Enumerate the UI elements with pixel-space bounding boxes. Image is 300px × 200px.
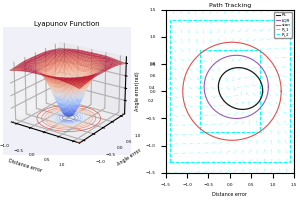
Y-axis label: Angle error(rad): Angle error(rad) bbox=[135, 71, 140, 111]
RL bbox=[223, 72, 226, 74]
RL bbox=[261, 92, 264, 94]
Line: LQR: LQR bbox=[204, 55, 268, 118]
RL bbox=[241, 108, 244, 111]
stan bbox=[279, 90, 283, 92]
Line: stan: stan bbox=[183, 42, 281, 140]
LQR bbox=[213, 109, 216, 111]
stan bbox=[222, 138, 226, 141]
Title: Path Tracking: Path Tracking bbox=[209, 3, 251, 8]
X-axis label: Distance error: Distance error bbox=[8, 158, 43, 173]
RL bbox=[261, 92, 264, 94]
RL bbox=[233, 107, 237, 109]
stan bbox=[224, 139, 227, 141]
stan bbox=[190, 61, 194, 63]
RL bbox=[256, 76, 260, 79]
stan bbox=[279, 90, 283, 92]
stan bbox=[197, 126, 200, 129]
LQR bbox=[230, 117, 234, 119]
stan bbox=[207, 47, 211, 49]
RL bbox=[233, 107, 236, 109]
stan bbox=[266, 56, 270, 59]
LQR bbox=[219, 58, 223, 60]
RL bbox=[222, 100, 226, 102]
LQR bbox=[267, 86, 270, 88]
stan bbox=[230, 139, 234, 141]
X-axis label: Distance error: Distance error bbox=[212, 192, 247, 197]
RL bbox=[230, 67, 234, 70]
LQR bbox=[234, 54, 238, 57]
LQR bbox=[258, 64, 261, 66]
stan bbox=[230, 41, 234, 43]
Title: Lyapunov Function: Lyapunov Function bbox=[34, 21, 100, 27]
RL bbox=[237, 66, 240, 69]
LQR bbox=[267, 86, 270, 88]
LQR bbox=[234, 117, 238, 120]
Bar bbox=[200, 50, 260, 132]
Legend: RL, LQR, stan, R_1, R_2: RL, LQR, stan, R_1, R_2 bbox=[274, 12, 292, 38]
Y-axis label: Angle error: Angle error bbox=[116, 147, 142, 167]
LQR bbox=[229, 117, 233, 119]
Bar bbox=[170, 20, 290, 162]
LQR bbox=[209, 67, 212, 69]
Line: RL: RL bbox=[218, 68, 263, 109]
